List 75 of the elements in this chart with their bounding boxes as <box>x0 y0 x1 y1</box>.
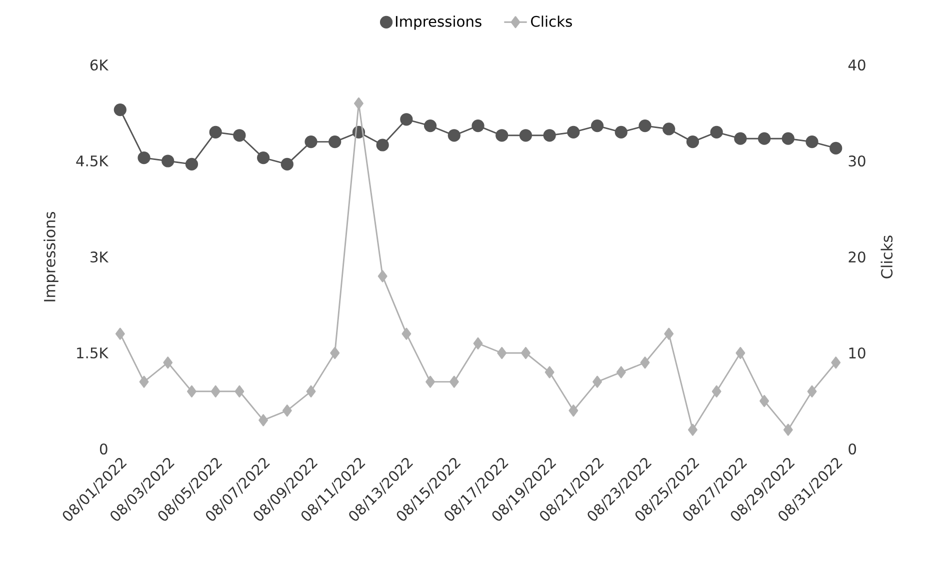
point <box>543 129 556 142</box>
y-tick-label: 3K <box>90 251 109 263</box>
point <box>234 385 244 398</box>
point <box>306 385 316 398</box>
y2-tick-label: 10 <box>849 347 866 359</box>
point <box>590 119 604 132</box>
y-tick-label: 6K <box>90 59 109 71</box>
point <box>616 366 626 378</box>
point <box>521 346 530 360</box>
point <box>831 356 841 369</box>
point <box>760 394 769 408</box>
y2-tick-label: 0 <box>848 443 856 455</box>
point <box>449 376 459 388</box>
point <box>139 376 149 388</box>
point <box>162 154 174 168</box>
point <box>473 337 483 350</box>
point <box>354 97 364 110</box>
point <box>378 270 388 282</box>
point <box>138 151 150 164</box>
point <box>758 132 771 145</box>
point <box>807 385 817 398</box>
point <box>783 424 793 436</box>
point <box>376 138 389 152</box>
point <box>187 385 196 398</box>
y-tick-label: 1.5K <box>77 348 109 358</box>
point <box>568 404 578 417</box>
point <box>662 122 676 136</box>
point <box>282 404 292 417</box>
y-tick-label: 0 <box>100 443 108 455</box>
y2-tick-label: 40 <box>848 59 866 71</box>
y-tick-label: 4.5K <box>76 156 109 166</box>
point <box>640 356 650 369</box>
point <box>686 135 700 148</box>
point <box>664 328 674 340</box>
point <box>114 103 126 116</box>
point <box>185 158 198 171</box>
point <box>426 376 436 388</box>
point <box>258 414 268 426</box>
point <box>638 119 652 132</box>
point <box>233 129 246 142</box>
point <box>830 142 842 155</box>
point <box>782 132 794 145</box>
y2-tick-label: 20 <box>848 251 866 263</box>
point <box>496 129 508 142</box>
point <box>210 385 220 398</box>
point <box>592 376 602 388</box>
point <box>400 113 413 126</box>
point <box>472 119 484 132</box>
point <box>519 129 532 142</box>
point <box>806 135 818 148</box>
point <box>614 126 628 139</box>
point <box>280 158 294 171</box>
point <box>163 356 173 369</box>
point <box>710 126 723 139</box>
y2-axis-title: Clicks <box>880 236 893 278</box>
point <box>544 366 554 378</box>
point <box>497 346 507 360</box>
point <box>734 132 747 145</box>
point <box>712 385 722 398</box>
legend-label: Impressions <box>396 16 482 30</box>
point <box>736 346 746 360</box>
point <box>567 126 580 139</box>
point <box>328 135 342 148</box>
legend-label: Clicks <box>531 16 572 27</box>
point <box>209 126 222 139</box>
point <box>330 346 340 360</box>
point <box>424 119 437 132</box>
point <box>304 135 318 148</box>
point <box>688 424 698 436</box>
point <box>402 328 412 340</box>
point <box>115 328 125 340</box>
point <box>448 129 460 142</box>
y-axis-title: Impressions <box>44 212 58 302</box>
point <box>256 151 270 164</box>
y2-tick-label: 30 <box>848 155 866 167</box>
